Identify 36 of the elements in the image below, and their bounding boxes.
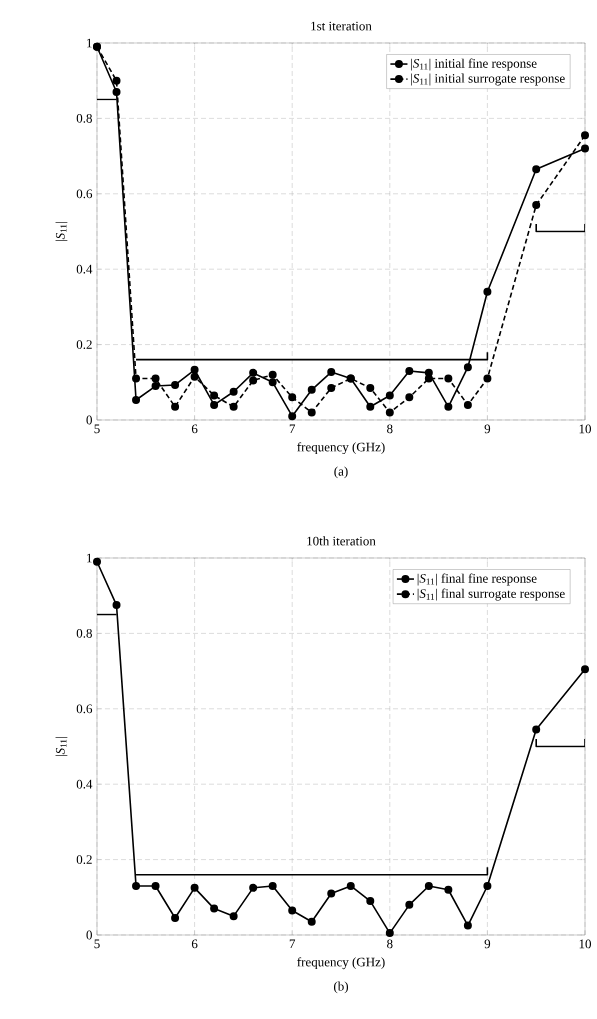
y-tick-label: 0.8: [76, 113, 92, 123]
y-tick-label: 0.2: [76, 855, 92, 865]
y-tick-label: 0.8: [76, 628, 92, 638]
y-tick-label: 0: [86, 930, 92, 940]
x-tick-label: 7: [289, 939, 296, 949]
y-tick-label: 1: [87, 553, 92, 563]
x-tick-label: 10: [579, 424, 592, 434]
legend-label: |S$_{11}$| initial fine response: [411, 58, 537, 71]
text: (a): [334, 466, 348, 479]
legend-label: |S$_{11}$| initial surrogate response: [411, 73, 565, 86]
x-tick-label: 8: [387, 939, 393, 949]
x-tick-label: 7: [289, 424, 296, 434]
x-axis-title: frequency (GHz): [297, 442, 385, 455]
chart-title: 10th iteration: [307, 536, 376, 546]
y-tick-label: 1: [87, 38, 92, 48]
y-tick-label: 0.4: [76, 779, 93, 789]
x-tick-label: 9: [484, 424, 491, 434]
x-tick-label: 10: [579, 939, 592, 949]
legend-label: |S$_{11}$| final surrogate response: [417, 588, 565, 601]
y-axis-title: |S$_{11}$|: [55, 221, 68, 241]
x-tick-label: 6: [191, 424, 198, 434]
y-axis-title: |S$_{11}$|: [55, 736, 68, 757]
text: (b): [333, 981, 349, 994]
x-tick-label: 8: [387, 424, 393, 434]
x-tick-label: 5: [94, 939, 100, 949]
y-tick-label: 0.4: [76, 264, 93, 274]
y-tick-label: 0.6: [76, 704, 93, 714]
x-axis-title: frequency (GHz): [297, 957, 385, 970]
x-tick-label: 6: [191, 939, 198, 949]
legend-label: |S$_{11}$| final fine response: [417, 573, 537, 586]
x-tick-label: 5: [94, 424, 100, 434]
y-tick-label: 0: [86, 415, 92, 425]
x-tick-label: 9: [484, 939, 491, 949]
y-tick-label: 0.2: [76, 340, 92, 350]
y-tick-label: 0.6: [76, 189, 93, 199]
chart-title: 1st iteration: [311, 21, 372, 31]
